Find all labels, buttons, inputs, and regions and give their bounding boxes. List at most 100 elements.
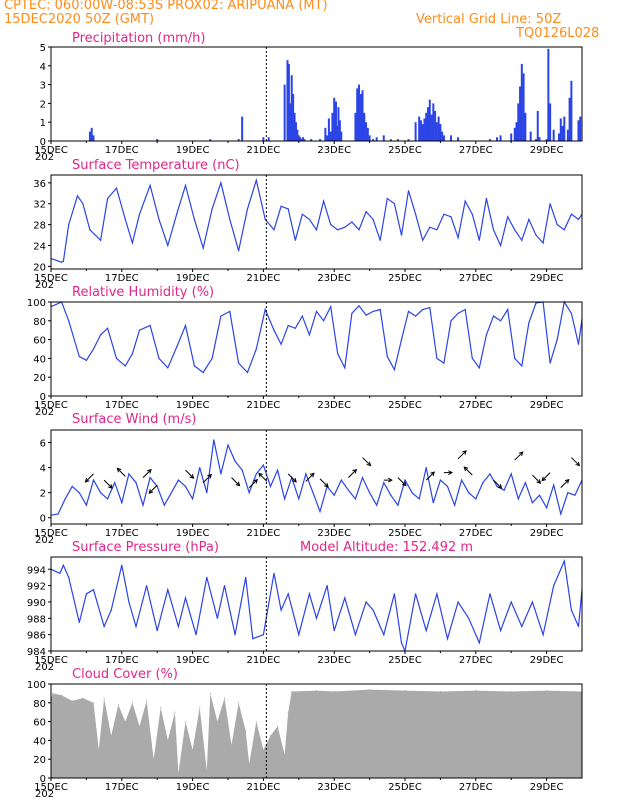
cloud-point — [216, 721, 218, 723]
rh-point — [264, 308, 266, 311]
precip-bar — [442, 135, 445, 141]
temp-point — [330, 224, 332, 226]
temp-line — [50, 177, 583, 263]
temp-point — [176, 213, 178, 215]
cloud-title: Cloud Cover (%) — [72, 667, 178, 682]
rh-point — [393, 369, 395, 371]
cloud-point — [284, 753, 286, 756]
temp-point — [89, 229, 91, 231]
precip-bar — [372, 139, 375, 141]
wind-xtick-label: 21DEC — [247, 528, 281, 539]
wind-point — [531, 502, 534, 504]
wind-point — [567, 492, 569, 494]
wind-point — [517, 498, 519, 500]
pressure-point — [425, 630, 427, 632]
wind-point — [71, 485, 73, 487]
pressure-point — [206, 576, 208, 579]
pressure-point — [195, 634, 197, 636]
rh-frame — [50, 301, 583, 397]
temp-ytick-label: 20 — [33, 262, 46, 273]
cloud-point — [255, 721, 257, 723]
cloud-point — [61, 694, 63, 696]
pressure-point — [245, 576, 247, 579]
wind-arrow-head — [388, 477, 393, 483]
precip-xtick-label: 15DEC — [34, 145, 68, 156]
rh-point — [131, 353, 133, 355]
precip-bar — [566, 129, 569, 141]
cloud-point — [510, 690, 512, 693]
pressure-ytick-label: 990 — [27, 598, 46, 609]
rh-point — [400, 339, 403, 341]
rh-point — [124, 365, 126, 367]
precip-bar — [570, 80, 573, 141]
precip-bar — [366, 127, 369, 141]
temp-point — [124, 218, 126, 220]
temp-point — [255, 179, 257, 181]
temp-point — [457, 237, 459, 239]
rh-point — [193, 365, 195, 367]
temp-point — [450, 216, 452, 218]
temp-point — [485, 197, 487, 200]
wind-point — [496, 485, 498, 487]
temp-xtick-label: 19DEC — [176, 273, 210, 284]
wind-arrow — [463, 466, 473, 476]
wind-point — [135, 482, 137, 484]
wind-arrow — [514, 451, 524, 461]
precip-bar — [563, 116, 566, 141]
rh-point — [556, 339, 558, 341]
rh-point — [372, 310, 374, 312]
pressure-ytick-label: 992 — [27, 582, 46, 593]
cloud-frame — [50, 683, 583, 779]
wind-point — [206, 492, 208, 494]
pressure-ytick-label: 994 — [27, 565, 46, 576]
temp-point — [507, 216, 509, 218]
cloud-point — [287, 711, 289, 713]
precip-bar — [88, 131, 91, 141]
temp-point — [379, 239, 381, 241]
wind-arrow-head — [463, 466, 469, 472]
wind-arrow — [287, 473, 297, 483]
wind-arrow — [142, 469, 152, 478]
wind-arrow-head — [536, 479, 542, 484]
wind-arrows — [84, 450, 581, 494]
cloud-xtick-label: 17DEC — [105, 782, 139, 793]
wind-point — [227, 444, 229, 446]
precip-bar — [310, 139, 313, 141]
wind-point — [560, 513, 562, 515]
temp-point — [62, 260, 64, 262]
wind-arrow-head — [84, 477, 90, 483]
pressure-point — [542, 634, 544, 636]
rh-point — [528, 322, 530, 324]
station-header: CPTEC: 060:00W-08:53S PROX02: ARIPUANA (… — [4, 0, 328, 13]
rh-panel: 0 20 40 60 80 100 15DEC 17DEC 19DEC 21DEC 23DEC 25D… — [27, 285, 583, 418]
cloud-ytick-label: 100 — [27, 680, 46, 691]
wind-ytick-label: 2 — [40, 489, 46, 500]
cloud-point — [117, 704, 119, 706]
pressure-point — [78, 621, 80, 624]
temp-frame — [50, 174, 583, 270]
rh-point — [202, 371, 204, 374]
rh-point — [450, 320, 452, 322]
wind-arrow-head — [366, 461, 372, 467]
wind-line — [50, 439, 583, 517]
rh-point — [68, 320, 70, 322]
temp-point — [138, 213, 141, 215]
precip-bar — [430, 114, 433, 141]
wind-arrow — [85, 473, 94, 483]
wind-arrow-head — [235, 481, 241, 487]
precip-xtick-label: 17DEC — [105, 145, 139, 156]
wind-point — [248, 492, 250, 494]
precip-bar — [262, 137, 265, 141]
temp-point — [229, 218, 231, 220]
cloud-point — [206, 769, 208, 772]
precip-bar — [522, 73, 525, 141]
grid-line-note: Vertical Grid Line: 50Z — [416, 12, 562, 27]
temp-point — [82, 203, 84, 205]
rh-point — [220, 315, 222, 317]
pressure-point — [457, 601, 459, 603]
cloud-ytick-label: 40 — [33, 736, 46, 747]
wind-arrow — [202, 474, 212, 483]
precip-bar — [517, 103, 520, 141]
rh-ytick-label: 20 — [33, 373, 46, 384]
rh-xtick-label: 15DEC — [34, 400, 68, 411]
